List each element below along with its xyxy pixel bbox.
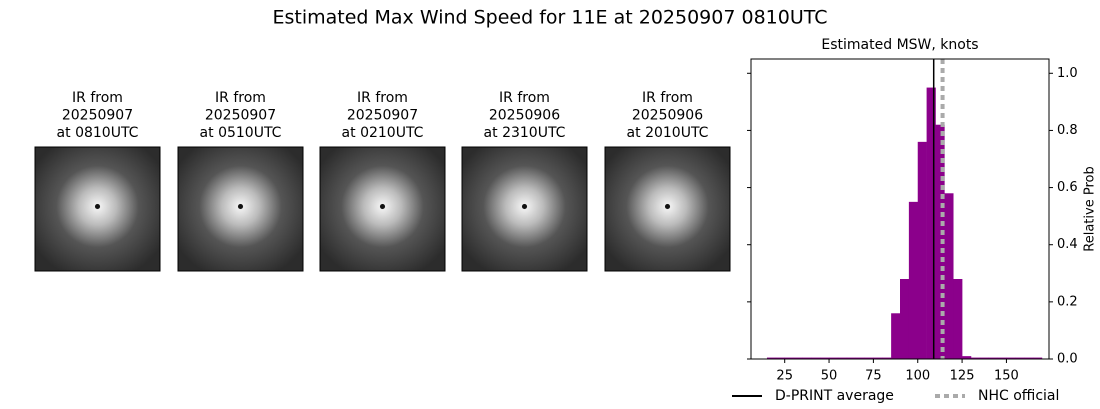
- hist-bar: [1024, 357, 1034, 359]
- panel-caption: 20250907: [62, 108, 133, 124]
- hist-bar: [882, 357, 892, 359]
- hist-bar: [935, 124, 945, 359]
- panel-caption: IR from: [357, 90, 408, 106]
- panel-caption: IR from: [72, 90, 123, 106]
- y2-tick-label: 0.6: [1057, 180, 1078, 195]
- y2-tick-label: 1.0: [1057, 66, 1078, 81]
- hist-bar: [829, 357, 839, 359]
- storm-eye: [238, 204, 243, 210]
- hist-bar: [864, 357, 874, 359]
- hist-bar: [873, 357, 883, 359]
- panel-caption: at 0810UTC: [57, 125, 139, 141]
- hist-bar: [970, 357, 981, 359]
- hist-bar: [926, 87, 936, 360]
- x-tick-label: 100: [905, 369, 930, 384]
- hist-bar: [837, 357, 848, 359]
- hist-bar: [1033, 357, 1043, 359]
- x-tick-label: 50: [821, 369, 838, 384]
- plot-frame: [750, 58, 1050, 360]
- legend-label: D-PRINT average: [775, 388, 894, 404]
- storm-eye: [95, 204, 100, 210]
- hist-bar: [811, 357, 821, 359]
- hist-bar: [900, 279, 910, 359]
- chart-subtitle: Estimated MSW, knots: [821, 37, 978, 53]
- panel-caption: IR from: [499, 90, 550, 106]
- x-tick-label: 125: [950, 369, 975, 384]
- hist-bar: [820, 357, 830, 359]
- hist-bar: [802, 357, 812, 359]
- hist-bar: [846, 357, 856, 359]
- hist-bar: [944, 193, 954, 359]
- hist-bar: [1015, 357, 1025, 359]
- hist-bar: [784, 357, 794, 359]
- hist-bar: [917, 141, 927, 359]
- title: Estimated Max Wind Speed for 11E at 2025…: [272, 7, 827, 29]
- y2-tick-label: 0.8: [1057, 123, 1078, 138]
- hist-bar: [775, 357, 786, 359]
- panel-caption: IR from: [215, 90, 266, 106]
- x-tick-label: 75: [865, 369, 882, 384]
- hist-bar: [855, 357, 865, 359]
- hist-bar: [997, 357, 1007, 359]
- storm-eye: [665, 204, 670, 210]
- y2-tick-label: 0.2: [1057, 294, 1078, 309]
- panel-caption: at 2310UTC: [484, 125, 566, 141]
- panel-caption: 20250906: [489, 108, 560, 124]
- storm-eye: [380, 204, 385, 210]
- storm-eye: [522, 204, 527, 210]
- panel-caption: IR from: [642, 90, 693, 106]
- panel-caption: at 0510UTC: [200, 125, 282, 141]
- y2-tick-label: 0.0: [1057, 352, 1078, 367]
- hist-bar: [953, 279, 963, 359]
- hist-bar: [793, 357, 803, 359]
- y2-tick-label: 0.4: [1057, 237, 1078, 252]
- hist-bar: [979, 357, 989, 359]
- x-tick-label: 25: [776, 369, 793, 384]
- panel-caption: at 0210UTC: [342, 125, 424, 141]
- panel-caption: at 2010UTC: [627, 125, 709, 141]
- y2-axis-label: Relative Prob: [1083, 166, 1098, 251]
- hist-bar: [962, 356, 972, 359]
- hist-bar: [908, 201, 919, 359]
- hist-bar: [891, 313, 901, 359]
- hist-bar: [766, 357, 777, 359]
- x-tick-label: 150: [994, 369, 1019, 384]
- panel-caption: 20250907: [347, 108, 418, 124]
- hist-bar: [1006, 357, 1016, 359]
- panel-caption: 20250907: [205, 108, 276, 124]
- panel-caption: 20250906: [632, 108, 703, 124]
- legend-label: NHC official: [978, 388, 1059, 404]
- hist-bar: [988, 357, 998, 359]
